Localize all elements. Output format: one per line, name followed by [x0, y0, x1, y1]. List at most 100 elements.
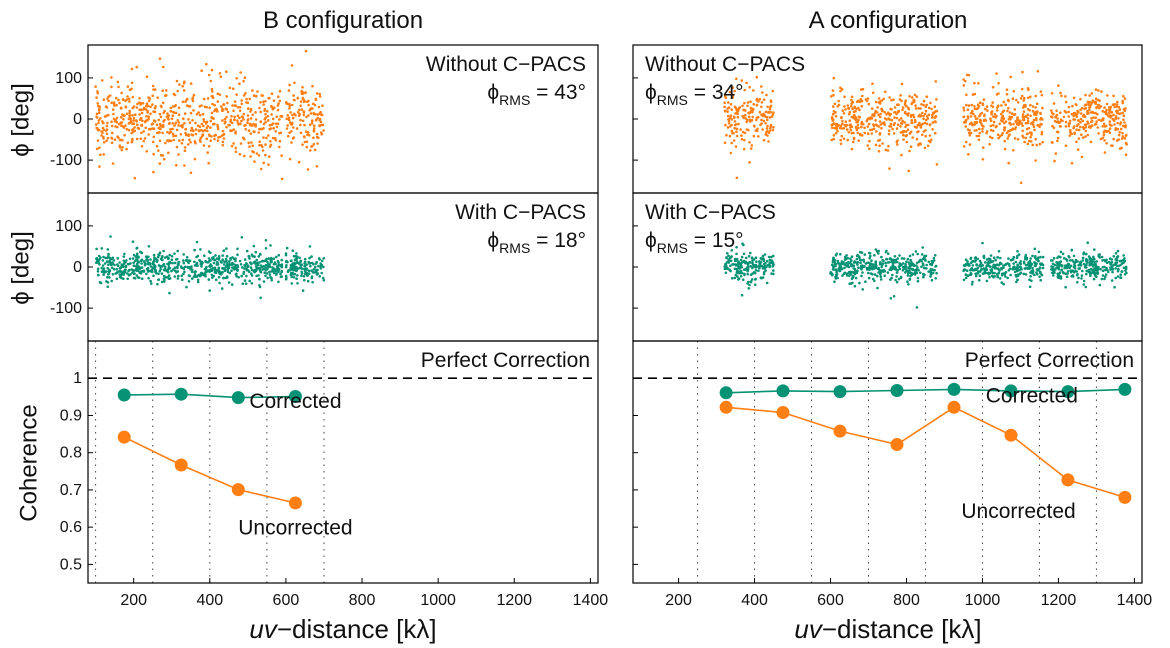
phase-point — [729, 259, 733, 263]
phase-point — [726, 107, 729, 110]
phase-point — [114, 125, 117, 128]
phase-point — [1024, 136, 1028, 140]
phase-point — [751, 115, 754, 119]
phase-point — [161, 89, 164, 92]
phase-point — [735, 245, 738, 249]
phase-point — [317, 257, 321, 260]
phase-point — [273, 136, 277, 140]
phase-point — [205, 62, 208, 66]
phase-panel-label: Without C−PACS — [426, 53, 586, 76]
phase-point — [171, 127, 174, 131]
phase-point — [832, 268, 836, 271]
phase-point — [1037, 250, 1041, 254]
phase-point — [989, 124, 993, 128]
phase-point — [170, 269, 173, 273]
phase-point — [1034, 137, 1037, 141]
phase-point — [1061, 271, 1065, 274]
phase-point — [848, 119, 851, 122]
phase-point — [852, 140, 855, 144]
phase-point — [230, 115, 233, 118]
phase-point — [1040, 273, 1044, 277]
phase-point — [257, 154, 261, 157]
phase-point — [746, 101, 750, 104]
phase-point — [119, 116, 123, 119]
phase-point — [879, 278, 883, 281]
phase-point — [874, 119, 877, 122]
rms-annotation: ϕRMS = 15° — [645, 229, 744, 256]
phase-point — [318, 124, 322, 128]
phase-point — [896, 143, 899, 146]
phase-point — [285, 276, 288, 280]
phase-point — [841, 262, 845, 266]
phase-point — [867, 102, 871, 106]
phase-point — [236, 114, 240, 118]
phase-point — [851, 107, 854, 110]
phase-point — [189, 111, 193, 115]
phase-point — [742, 243, 745, 247]
phase-point — [839, 138, 842, 142]
phase-point — [213, 137, 216, 141]
phase-point — [973, 107, 977, 111]
phase-point — [1070, 161, 1074, 165]
phase-point — [1120, 137, 1124, 140]
phase-point — [844, 120, 848, 123]
phase-point — [115, 96, 118, 100]
phase-point — [307, 114, 310, 117]
phase-point — [1094, 274, 1097, 277]
phase-point — [122, 114, 125, 118]
phase-point — [907, 106, 910, 110]
phase-point — [243, 279, 247, 282]
phase-point — [859, 261, 862, 265]
phase-point — [220, 273, 223, 276]
phase-point — [1082, 279, 1086, 283]
phase-point — [299, 263, 302, 267]
phase-point — [841, 122, 844, 126]
phase-point — [105, 139, 108, 142]
phase-point — [764, 269, 767, 272]
phase-point — [165, 255, 169, 258]
phase-point — [762, 262, 766, 266]
phase-point — [866, 144, 869, 147]
phase-point — [1075, 140, 1078, 144]
phase-point — [741, 278, 745, 282]
phase-point — [1103, 277, 1106, 281]
phase-point — [832, 134, 836, 137]
phase-point — [1079, 263, 1083, 267]
phase-point — [290, 141, 293, 144]
phase-point — [1090, 124, 1094, 127]
phase-point — [1115, 105, 1119, 108]
phase-point — [846, 104, 850, 107]
phase-point — [240, 99, 243, 102]
phase-point — [929, 273, 933, 276]
phase-point — [924, 134, 927, 138]
phase-point — [147, 262, 151, 266]
corrected-series-point — [719, 386, 733, 400]
phase-point — [1021, 70, 1024, 74]
coherence-y-tick-label: 0.9 — [60, 407, 82, 424]
phase-point — [212, 274, 215, 278]
phase-point — [975, 263, 978, 267]
phase-point — [1020, 268, 1023, 271]
phase-point — [976, 266, 979, 270]
phase-point — [195, 112, 199, 116]
phase-point — [1100, 277, 1104, 281]
phase-point — [902, 138, 905, 141]
phase-point — [264, 263, 268, 267]
phase-point — [831, 123, 835, 126]
phase-point — [727, 254, 730, 258]
phase-point — [173, 261, 177, 265]
phase-point — [294, 269, 298, 273]
phase-point — [889, 122, 893, 126]
phase-point — [1094, 116, 1098, 120]
phase-point — [1085, 252, 1088, 256]
corrected-series-point — [776, 384, 790, 398]
phase-point — [1103, 110, 1107, 114]
phase-point — [102, 98, 106, 101]
rms-subscript: RMS — [499, 240, 530, 256]
phase-point — [96, 258, 99, 262]
phase-point — [1020, 87, 1024, 91]
phase-point — [181, 123, 184, 127]
phase-point — [318, 117, 322, 121]
phase-point — [981, 130, 984, 133]
phase-point — [216, 100, 220, 103]
